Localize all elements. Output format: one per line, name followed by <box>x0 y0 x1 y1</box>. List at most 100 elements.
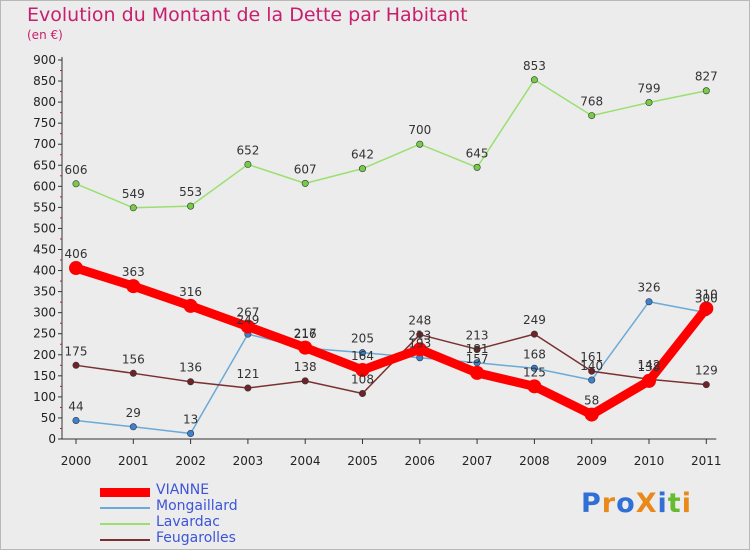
data-label-vianne: 58 <box>584 394 599 408</box>
data-point-vianne <box>298 340 313 355</box>
data-point-vianne <box>126 279 141 294</box>
y-tick-label: 350 <box>33 285 56 299</box>
data-label-lavardac: 549 <box>122 187 145 201</box>
data-label-mongaillard: 249 <box>236 313 259 327</box>
data-label-vianne: 213 <box>408 328 431 342</box>
data-label-feugarolles: 129 <box>695 364 718 378</box>
x-tick-label: 2002 <box>175 454 206 468</box>
data-point-feugarolles <box>702 381 710 389</box>
data-label-lavardac: 768 <box>580 95 603 109</box>
x-tick-label: 2004 <box>290 454 321 468</box>
data-label-vianne: 217 <box>294 327 317 341</box>
y-tick-label: 300 <box>33 306 56 320</box>
data-point-lavardac <box>187 202 195 210</box>
x-tick-label: 2000 <box>61 454 92 468</box>
data-point-lavardac <box>129 204 137 212</box>
y-tick-label: 600 <box>33 179 56 193</box>
x-tick-label: 2001 <box>118 454 149 468</box>
series-line-vianne <box>71 263 711 420</box>
x-tick-label: 2009 <box>576 454 607 468</box>
data-label-feugarolles: 142 <box>638 358 661 372</box>
data-label-vianne: 310 <box>695 287 718 301</box>
data-label-feugarolles: 175 <box>65 344 88 358</box>
data-label-feugarolles: 121 <box>236 367 259 381</box>
x-tick-label: 2006 <box>405 454 436 468</box>
x-tick-label: 2011 <box>691 454 722 468</box>
data-point-mongaillard <box>129 423 137 431</box>
y-tick-label: 100 <box>33 390 56 404</box>
data-point-mongaillard <box>358 349 366 357</box>
data-point-lavardac <box>702 87 710 95</box>
data-point-feugarolles <box>72 361 80 369</box>
y-tick-label: 750 <box>33 116 56 130</box>
data-point-feugarolles <box>416 331 424 339</box>
x-tick-label: 2003 <box>233 454 264 468</box>
data-label-mongaillard: 216 <box>294 327 317 341</box>
y-tick-label: 800 <box>33 95 56 109</box>
data-point-lavardac <box>301 179 309 187</box>
data-point-feugarolles <box>129 369 137 377</box>
x-tick-label: 2010 <box>634 454 665 468</box>
data-point-vianne <box>355 362 370 377</box>
y-tick-label: 250 <box>33 327 56 341</box>
chart-title: Evolution du Montant de la Dette par Hab… <box>27 4 468 26</box>
legend-label: Lavardac <box>156 514 220 530</box>
x-tick-label: 2005 <box>347 454 378 468</box>
data-label-vianne: 164 <box>351 349 374 363</box>
y-tick-label: 650 <box>33 158 56 172</box>
data-point-vianne <box>584 407 599 422</box>
data-point-feugarolles <box>588 367 596 375</box>
data-label-vianne: 138 <box>638 360 661 374</box>
legend-item-vianne: VIANNE <box>100 482 300 500</box>
legend-item-lavardac: Lavardac <box>100 514 300 532</box>
data-label-vianne: 406 <box>65 247 88 261</box>
x-tick-label: 2008 <box>519 454 550 468</box>
data-point-vianne <box>642 373 656 388</box>
data-label-mongaillard: 205 <box>351 332 374 346</box>
x-tick-label: 2007 <box>462 454 493 468</box>
data-point-feugarolles <box>244 384 252 392</box>
data-point-vianne <box>470 365 485 380</box>
y-tick-label: 850 <box>33 74 56 88</box>
data-point-mongaillard <box>645 298 653 306</box>
data-label-feugarolles: 156 <box>122 352 145 366</box>
data-point-feugarolles <box>358 390 366 398</box>
data-label-mongaillard: 44 <box>68 399 83 413</box>
y-tick-label: 450 <box>33 243 56 257</box>
data-point-mongaillard <box>72 416 80 424</box>
data-point-vianne <box>699 301 714 316</box>
data-point-lavardac <box>588 112 596 120</box>
data-label-feugarolles: 161 <box>580 350 603 364</box>
data-label-feugarolles: 108 <box>351 373 374 387</box>
logo-letter: o <box>616 488 636 519</box>
data-label-vianne: 125 <box>523 365 546 379</box>
data-label-mongaillard: 168 <box>523 347 546 361</box>
logo-letter: r <box>601 488 617 519</box>
data-point-vianne <box>527 379 542 394</box>
legend-swatch <box>100 487 150 497</box>
data-label-lavardac: 853 <box>523 59 546 73</box>
data-label-lavardac: 827 <box>695 70 718 84</box>
y-tick-label: 200 <box>33 348 56 362</box>
legend-label: Mongaillard <box>156 498 238 514</box>
data-label-lavardac: 606 <box>65 163 88 177</box>
logo-letter: t <box>667 488 682 519</box>
data-label-feugarolles: 138 <box>294 360 317 374</box>
data-label-feugarolles: 136 <box>179 361 202 375</box>
data-point-mongaillard <box>588 376 596 384</box>
data-point-lavardac <box>416 140 424 148</box>
data-point-lavardac <box>244 160 252 168</box>
y-tick-label: 150 <box>33 369 56 383</box>
data-point-vianne <box>412 342 427 357</box>
data-label-lavardac: 642 <box>351 148 374 162</box>
data-label-lavardac: 607 <box>294 162 317 176</box>
y-tick-label: 550 <box>33 200 56 214</box>
y-tick-label: 400 <box>33 264 56 278</box>
proxiti-logo: ProXiti <box>581 488 692 519</box>
data-point-feugarolles <box>301 377 309 385</box>
data-label-feugarolles: 248 <box>408 314 431 328</box>
data-label-mongaillard: 326 <box>638 281 661 295</box>
data-point-lavardac <box>72 180 80 188</box>
